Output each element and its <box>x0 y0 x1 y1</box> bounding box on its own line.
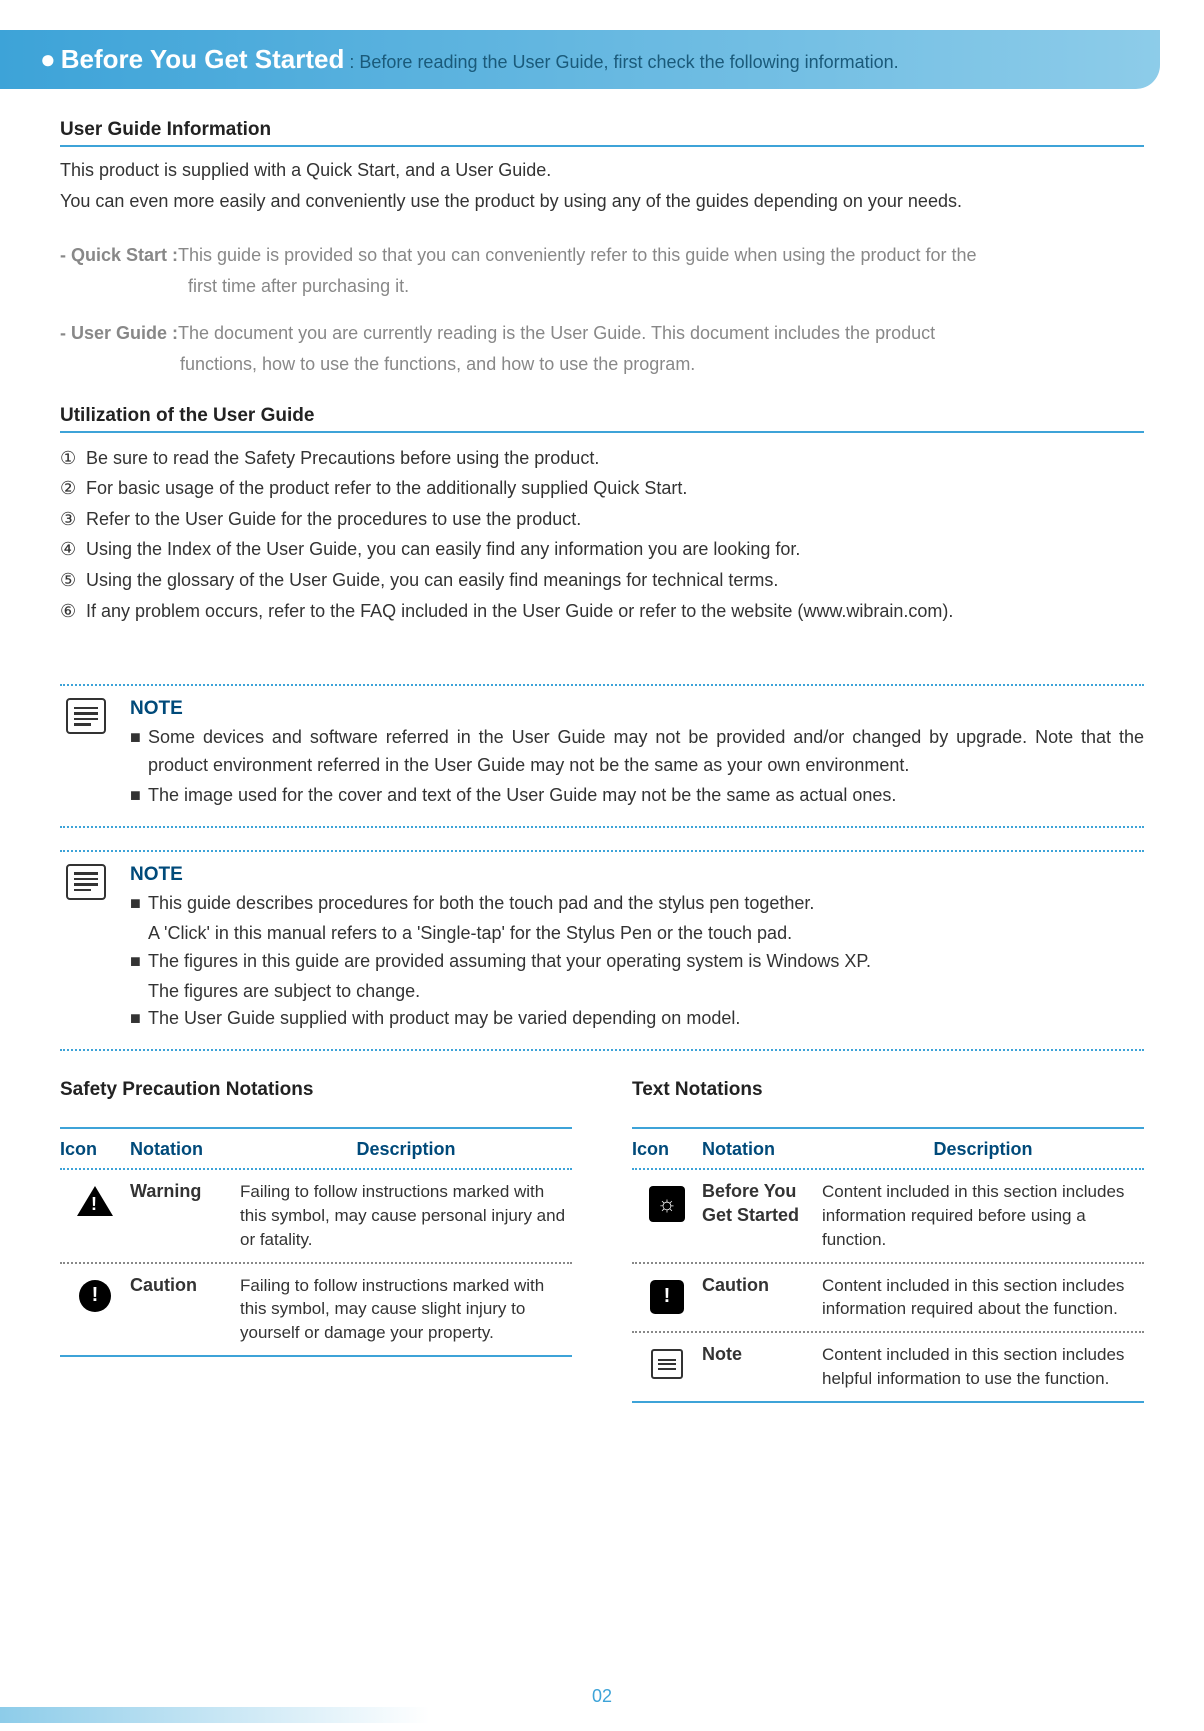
th-icon: Icon <box>632 1139 702 1160</box>
term: - Quick Start : <box>60 241 178 270</box>
header-subtitle: : Before reading the User Guide, first c… <box>349 52 898 72</box>
sun-icon: ☼ <box>649 1186 685 1222</box>
bullet: ■ <box>130 948 148 976</box>
bullet-text: The User Guide supplied with product may… <box>148 1005 1144 1033</box>
note-block-1: NOTE ■Some devices and software referred… <box>60 684 1144 828</box>
list-text: Refer to the User Guide for the procedur… <box>86 504 581 535</box>
caution-icon: ! <box>79 1280 111 1312</box>
num: ⑥ <box>60 596 86 627</box>
th-notation: Notation <box>702 1139 822 1160</box>
warning-icon: ! <box>77 1186 113 1216</box>
page-content: User Guide Information This product is s… <box>0 89 1204 1403</box>
bullet-text: The image used for the cover and text of… <box>148 782 1144 810</box>
th-description: Description <box>822 1139 1144 1160</box>
list-item: ①Be sure to read the Safety Precautions … <box>60 443 1144 474</box>
caution-box-icon: ! <box>650 1280 684 1314</box>
para: You can even more easily and convenientl… <box>60 188 1144 215</box>
th-description: Description <box>240 1139 572 1160</box>
header-title: Before You Get Started <box>61 44 345 74</box>
td-description: Content included in this section include… <box>822 1180 1144 1251</box>
list-text: Using the Index of the User Guide, you c… <box>86 534 800 565</box>
note-block-2: NOTE ■This guide describes procedures fo… <box>60 850 1144 1051</box>
list-text: Be sure to read the Safety Precautions b… <box>86 443 599 474</box>
safety-notations-table: Safety Precaution Notations Icon Notatio… <box>60 1079 572 1403</box>
td-notation: Caution <box>130 1274 240 1297</box>
td-description: Content included in this section include… <box>822 1343 1144 1391</box>
num: ① <box>60 443 86 474</box>
note-icon <box>651 1349 683 1379</box>
bullet-text: Some devices and software referred in th… <box>148 724 1144 780</box>
def-continuation: first time after purchasing it. <box>188 276 1144 297</box>
th-notation: Notation <box>130 1139 240 1160</box>
def-text: This guide is provided so that you can c… <box>178 241 976 270</box>
def-text: The document you are currently reading i… <box>178 319 935 348</box>
list-text: Using the glossary of the User Guide, yo… <box>86 565 778 596</box>
def-continuation: functions, how to use the functions, and… <box>180 354 1144 375</box>
num: ② <box>60 473 86 504</box>
td-description: Failing to follow instructions marked wi… <box>240 1180 572 1251</box>
td-notation: Warning <box>130 1180 240 1203</box>
th-icon: Icon <box>60 1139 130 1160</box>
page-header: ● Before You Get Started : Before readin… <box>0 30 1160 89</box>
col-heading: Text Notations <box>632 1079 1144 1107</box>
num: ⑤ <box>60 565 86 596</box>
bullet-text: The figures in this guide are provided a… <box>148 948 1144 976</box>
text-notations-table: Text Notations Icon Notation Description… <box>632 1079 1144 1403</box>
bullet-sub: A 'Click' in this manual refers to a 'Si… <box>148 920 1144 948</box>
bullet-sub: The figures are subject to change. <box>148 978 1144 1006</box>
td-description: Content included in this section include… <box>822 1274 1144 1322</box>
td-description: Failing to follow instructions marked wi… <box>240 1274 572 1345</box>
heading-user-guide-info: User Guide Information <box>60 119 1144 147</box>
num: ③ <box>60 504 86 535</box>
heading-utilization: Utilization of the User Guide <box>60 405 1144 433</box>
table-head: Icon Notation Description <box>60 1129 572 1170</box>
list-text: For basic usage of the product refer to … <box>86 473 687 504</box>
table-row: Note Content included in this section in… <box>632 1333 1144 1403</box>
note-icon <box>66 864 106 900</box>
list-item: ⑤Using the glossary of the User Guide, y… <box>60 565 1144 596</box>
table-row: ! Caution Content included in this secti… <box>632 1264 1144 1334</box>
note-title: NOTE <box>130 864 1144 886</box>
table-row: ! Warning Failing to follow instructions… <box>60 1170 572 1263</box>
note-title: NOTE <box>130 698 1144 720</box>
td-notation: Note <box>702 1343 822 1366</box>
list-item: ③Refer to the User Guide for the procedu… <box>60 504 1144 535</box>
list-item: ④Using the Index of the User Guide, you … <box>60 534 1144 565</box>
td-notation: Caution <box>702 1274 822 1297</box>
table-row: ☼ Before You Get Started Content include… <box>632 1170 1144 1263</box>
term: - User Guide : <box>60 319 178 348</box>
definition-user-guide: - User Guide : The document you are curr… <box>60 319 1144 348</box>
note-icon <box>66 698 106 734</box>
col-heading: Safety Precaution Notations <box>60 1079 572 1107</box>
bullet: ■ <box>130 782 148 810</box>
list-text: If any problem occurs, refer to the FAQ … <box>86 596 953 627</box>
bullet-text: This guide describes procedures for both… <box>148 890 1144 918</box>
two-column-tables: Safety Precaution Notations Icon Notatio… <box>60 1079 1144 1403</box>
header-bullet: ● <box>40 44 56 74</box>
page-number: 02 <box>0 1686 1204 1707</box>
bullet: ■ <box>130 724 148 780</box>
table-head: Icon Notation Description <box>632 1129 1144 1170</box>
bullet: ■ <box>130 890 148 918</box>
para: This product is supplied with a Quick St… <box>60 157 1144 184</box>
list-item: ⑥If any problem occurs, refer to the FAQ… <box>60 596 1144 627</box>
footer-stripe <box>0 1707 430 1723</box>
numbered-list: ①Be sure to read the Safety Precautions … <box>60 443 1144 627</box>
num: ④ <box>60 534 86 565</box>
td-notation: Before You Get Started <box>702 1180 822 1227</box>
definition-quick-start: - Quick Start : This guide is provided s… <box>60 241 1144 270</box>
list-item: ②For basic usage of the product refer to… <box>60 473 1144 504</box>
table-row: ! Caution Failing to follow instructions… <box>60 1264 572 1357</box>
bullet: ■ <box>130 1005 148 1033</box>
